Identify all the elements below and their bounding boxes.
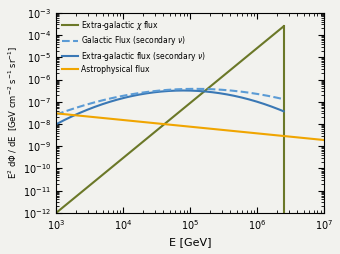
X-axis label: E [GeV]: E [GeV]: [169, 237, 211, 247]
Legend: Extra-galactic $\chi$ flux, Galactic Flux (secondary $\nu$), Extra-galactic flux: Extra-galactic $\chi$ flux, Galactic Flu…: [60, 17, 209, 76]
Y-axis label: E$^2$ d$\Phi$ / dE  [GeV cm$^{-2}$ s$^{-1}$ sr$^{-1}$]: E$^2$ d$\Phi$ / dE [GeV cm$^{-2}$ s$^{-1…: [7, 46, 20, 179]
